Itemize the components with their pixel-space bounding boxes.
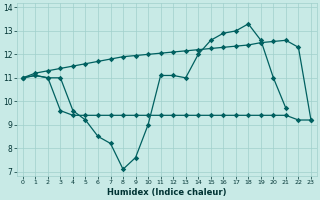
X-axis label: Humidex (Indice chaleur): Humidex (Indice chaleur) bbox=[107, 188, 227, 197]
